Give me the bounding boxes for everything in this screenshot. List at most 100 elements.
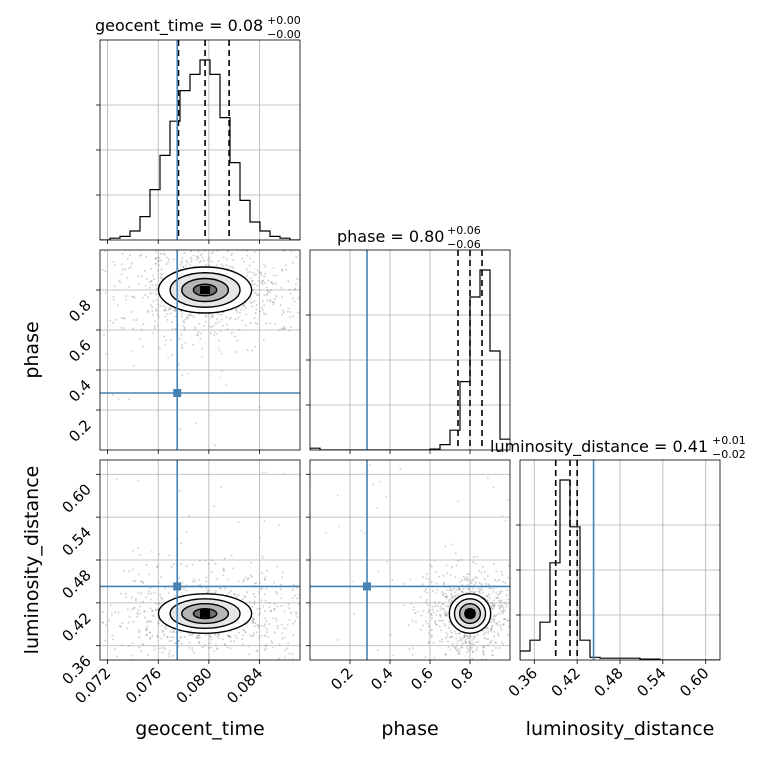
sample-point xyxy=(182,265,185,268)
sample-point xyxy=(495,614,498,617)
sample-point xyxy=(292,634,295,637)
sample-point xyxy=(491,618,494,621)
sample-point xyxy=(450,596,453,599)
sample-point xyxy=(488,587,491,590)
sample-point xyxy=(218,633,221,636)
sample-point xyxy=(288,288,291,291)
sample-point xyxy=(123,317,126,320)
sample-point xyxy=(220,587,223,590)
sample-point xyxy=(447,640,450,643)
sample-point xyxy=(435,603,438,606)
sample-point xyxy=(198,634,201,637)
sample-point xyxy=(483,570,486,573)
sample-point xyxy=(502,643,505,646)
sample-point xyxy=(185,530,188,533)
sample-point xyxy=(260,554,263,557)
sample-point xyxy=(465,635,468,638)
sample-point xyxy=(161,630,164,633)
sample-point xyxy=(290,611,293,614)
sample-point xyxy=(243,595,246,598)
sample-point xyxy=(472,587,475,590)
sample-point xyxy=(137,573,140,576)
sample-point xyxy=(492,603,495,606)
sample-point xyxy=(281,269,284,272)
sample-point xyxy=(485,583,488,586)
sample-point xyxy=(250,635,253,638)
sample-point xyxy=(163,648,166,651)
sample-point xyxy=(207,259,210,262)
sample-point xyxy=(223,557,226,560)
sample-point xyxy=(133,296,136,299)
sample-point xyxy=(235,596,238,599)
sample-point xyxy=(515,606,517,608)
sample-point xyxy=(138,636,141,639)
sample-point xyxy=(142,245,144,247)
sample-point xyxy=(203,643,206,646)
sample-point xyxy=(145,627,148,630)
sample-point xyxy=(195,333,198,336)
sample-point xyxy=(87,601,89,603)
sample-point xyxy=(525,635,527,637)
sample-point xyxy=(263,634,266,637)
sample-point xyxy=(104,270,107,273)
sample-point xyxy=(251,305,254,308)
sample-point xyxy=(170,636,173,639)
sample-point xyxy=(192,254,195,257)
sample-point xyxy=(155,293,158,296)
sample-point xyxy=(221,369,224,372)
sample-point xyxy=(202,259,205,262)
sample-point xyxy=(214,331,217,334)
sample-point xyxy=(419,596,422,599)
sample-point xyxy=(486,575,489,578)
sample-point xyxy=(481,658,484,660)
sample-point xyxy=(255,631,258,634)
sample-point xyxy=(453,630,456,633)
sample-point xyxy=(467,588,470,591)
sample-point xyxy=(251,349,254,352)
sample-point xyxy=(256,284,259,287)
sample-point xyxy=(498,592,501,595)
sample-point xyxy=(249,322,252,325)
sample-point xyxy=(304,626,306,628)
sample-point xyxy=(495,622,498,625)
sample-point xyxy=(485,626,488,629)
sample-point xyxy=(104,291,107,294)
sample-point xyxy=(493,641,496,644)
sample-point xyxy=(272,581,275,584)
sample-point xyxy=(295,255,298,258)
sample-point xyxy=(248,264,251,267)
sample-point xyxy=(95,322,97,324)
sample-point xyxy=(483,637,486,640)
sample-point xyxy=(464,638,467,641)
sample-point xyxy=(493,563,496,566)
sample-point xyxy=(150,267,153,270)
sample-point xyxy=(439,605,442,608)
sample-point xyxy=(445,595,448,598)
sample-point xyxy=(180,261,183,264)
sample-point xyxy=(200,332,203,335)
2d-panel-luminosity_distance-vs-phase xyxy=(310,460,527,660)
sample-point xyxy=(230,589,233,592)
sample-point xyxy=(132,318,135,321)
sample-point xyxy=(198,642,201,645)
sample-point xyxy=(425,598,428,601)
sample-point xyxy=(260,599,263,602)
sample-point xyxy=(389,633,392,636)
sample-point xyxy=(217,260,220,263)
sample-point xyxy=(256,649,259,652)
sample-point xyxy=(167,258,170,261)
sample-point xyxy=(486,599,489,602)
truth-marker xyxy=(173,582,182,591)
sample-point xyxy=(432,611,435,614)
sample-point xyxy=(449,574,452,577)
sample-point xyxy=(368,464,371,467)
posterior-layer xyxy=(87,460,306,660)
sample-point xyxy=(288,329,291,332)
sample-point xyxy=(490,639,493,642)
sample-point xyxy=(181,581,184,584)
sample-point xyxy=(179,562,182,565)
sample-point xyxy=(142,582,145,585)
sample-point xyxy=(500,570,503,573)
sample-point xyxy=(399,468,402,471)
sample-point xyxy=(432,641,435,644)
